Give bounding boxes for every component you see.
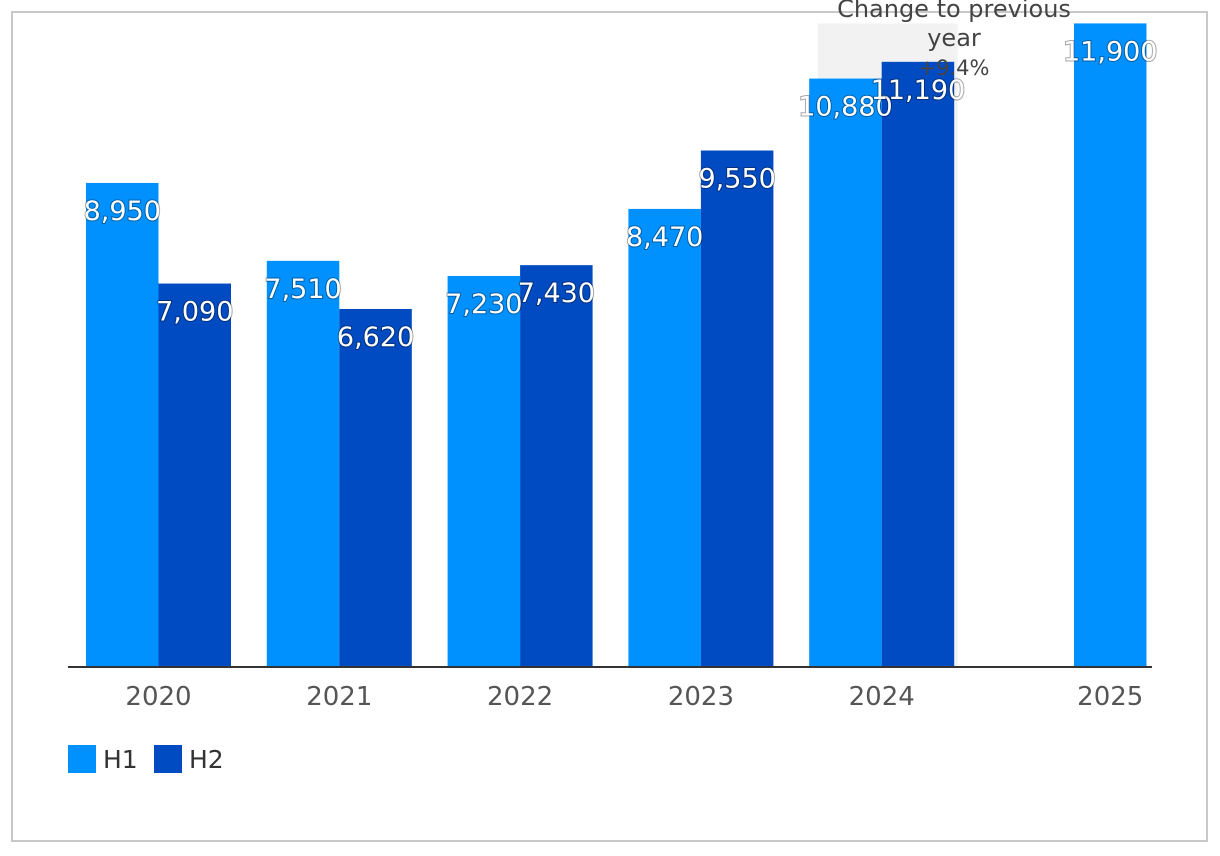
bar-h1-2024: [809, 78, 882, 667]
bar-h2-2023: [700, 150, 774, 668]
value-label-h2-2020: 7,090: [156, 297, 233, 328]
x-tick-2021: 2021: [306, 682, 372, 712]
chart-frame: [11, 11, 1208, 842]
value-label-h2-2024: 11,190: [871, 75, 965, 106]
value-label-h2-2022: 7,430: [518, 278, 595, 309]
legend-label-h1: H1: [103, 745, 138, 774]
bar-h1-2025: [1074, 23, 1147, 668]
value-label-h2-2023: 9,550: [699, 164, 776, 195]
value-label-h1-2020: 8,950: [84, 196, 161, 227]
legend-swatch-h2: [154, 745, 182, 773]
bar-h1-2023: [628, 208, 701, 667]
bar-h2-2024: [881, 61, 955, 668]
bars-group: [86, 23, 1147, 668]
annotation-title-line1: Change to previous: [837, 0, 1071, 23]
x-tick-2020: 2020: [125, 682, 191, 712]
value-label-h1-2022: 7,230: [445, 289, 522, 320]
legend-label-h2: H2: [189, 745, 224, 774]
bar-h1-2020: [86, 182, 159, 667]
x-tick-2024: 2024: [849, 682, 915, 712]
x-tick-2023: 2023: [668, 682, 734, 712]
value-label-h1-2021: 7,510: [264, 274, 341, 305]
x-tick-labels: 2020 2021 2022 2023 2024 2025: [125, 682, 1143, 712]
value-label-h1-2024: 10,880: [798, 92, 892, 123]
legend-swatch-h1: [68, 745, 96, 773]
legend: H1 H2: [68, 745, 224, 774]
x-tick-2022: 2022: [487, 682, 553, 712]
bar-h2-2020: [158, 283, 231, 667]
value-label-h2-2021: 6,620: [337, 322, 414, 353]
bar-h1-2022: [447, 275, 521, 667]
bar-h1-2021: [266, 260, 340, 667]
value-label-h1-2025: 11,900: [1063, 36, 1157, 67]
bar-h2-2022: [520, 265, 593, 667]
annotation-value: +9.4%: [919, 56, 990, 80]
value-label-h1-2023: 8,470: [626, 222, 703, 253]
bar-h2-2021: [339, 308, 412, 667]
x-tick-2025: 2025: [1077, 682, 1143, 712]
annotation-title-line2: year: [927, 24, 981, 52]
